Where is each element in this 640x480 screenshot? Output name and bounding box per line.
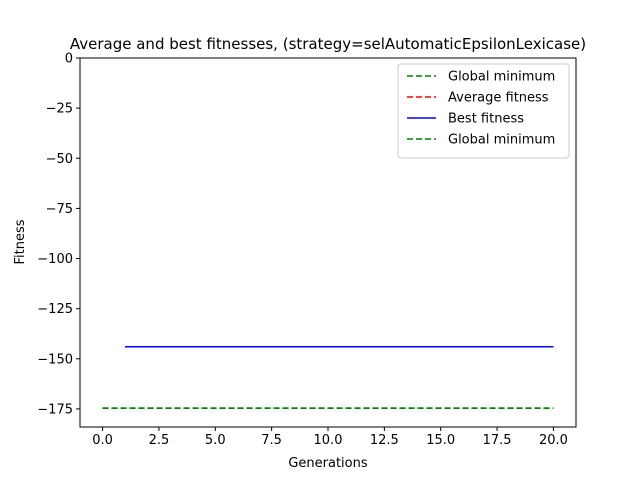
x-tick-label: 5.0 — [205, 433, 226, 448]
ticks: 0.0 2.5 5.0 7.5 10.0 12.5 15.0 17.5 20.0 0 −25 −50 −… — [37, 52, 568, 449]
legend: Global minimum Average fitness Best fitnes… — [397, 63, 570, 159]
y-tick-label: −125 — [37, 302, 73, 317]
y-tick-label: −100 — [37, 252, 73, 267]
x-tick-label: 0.0 — [92, 433, 113, 448]
y-axis-label: Fitness — [13, 219, 28, 264]
x-tick-label: 2.5 — [149, 433, 170, 448]
x-tick-label: 15.0 — [426, 433, 455, 448]
x-tick-label: 20.0 — [539, 433, 568, 448]
x-axis-label: Generations — [288, 456, 368, 471]
y-tick-label: −150 — [37, 352, 73, 367]
y-tick-label: −75 — [46, 202, 73, 217]
x-tick-label: 17.5 — [483, 433, 512, 448]
plot-area — [102, 346, 554, 409]
y-tick-label: −25 — [46, 102, 73, 117]
legend-label: Best fitness — [448, 112, 524, 127]
legend-label: Global minimum — [448, 70, 555, 85]
y-tick-label: 0 — [65, 52, 73, 67]
legend-label: Global minimum — [448, 133, 555, 148]
chart-title: Average and best fitnesses, (strategy=se… — [70, 35, 586, 53]
y-tick-label: −50 — [46, 152, 73, 167]
legend-label: Average fitness — [448, 91, 549, 106]
x-tick-label: 10.0 — [314, 433, 343, 448]
y-tick-label: −175 — [37, 402, 73, 417]
x-tick-label: 12.5 — [370, 433, 399, 448]
legend-box — [397, 63, 570, 159]
x-tick-label: 7.5 — [261, 433, 282, 448]
